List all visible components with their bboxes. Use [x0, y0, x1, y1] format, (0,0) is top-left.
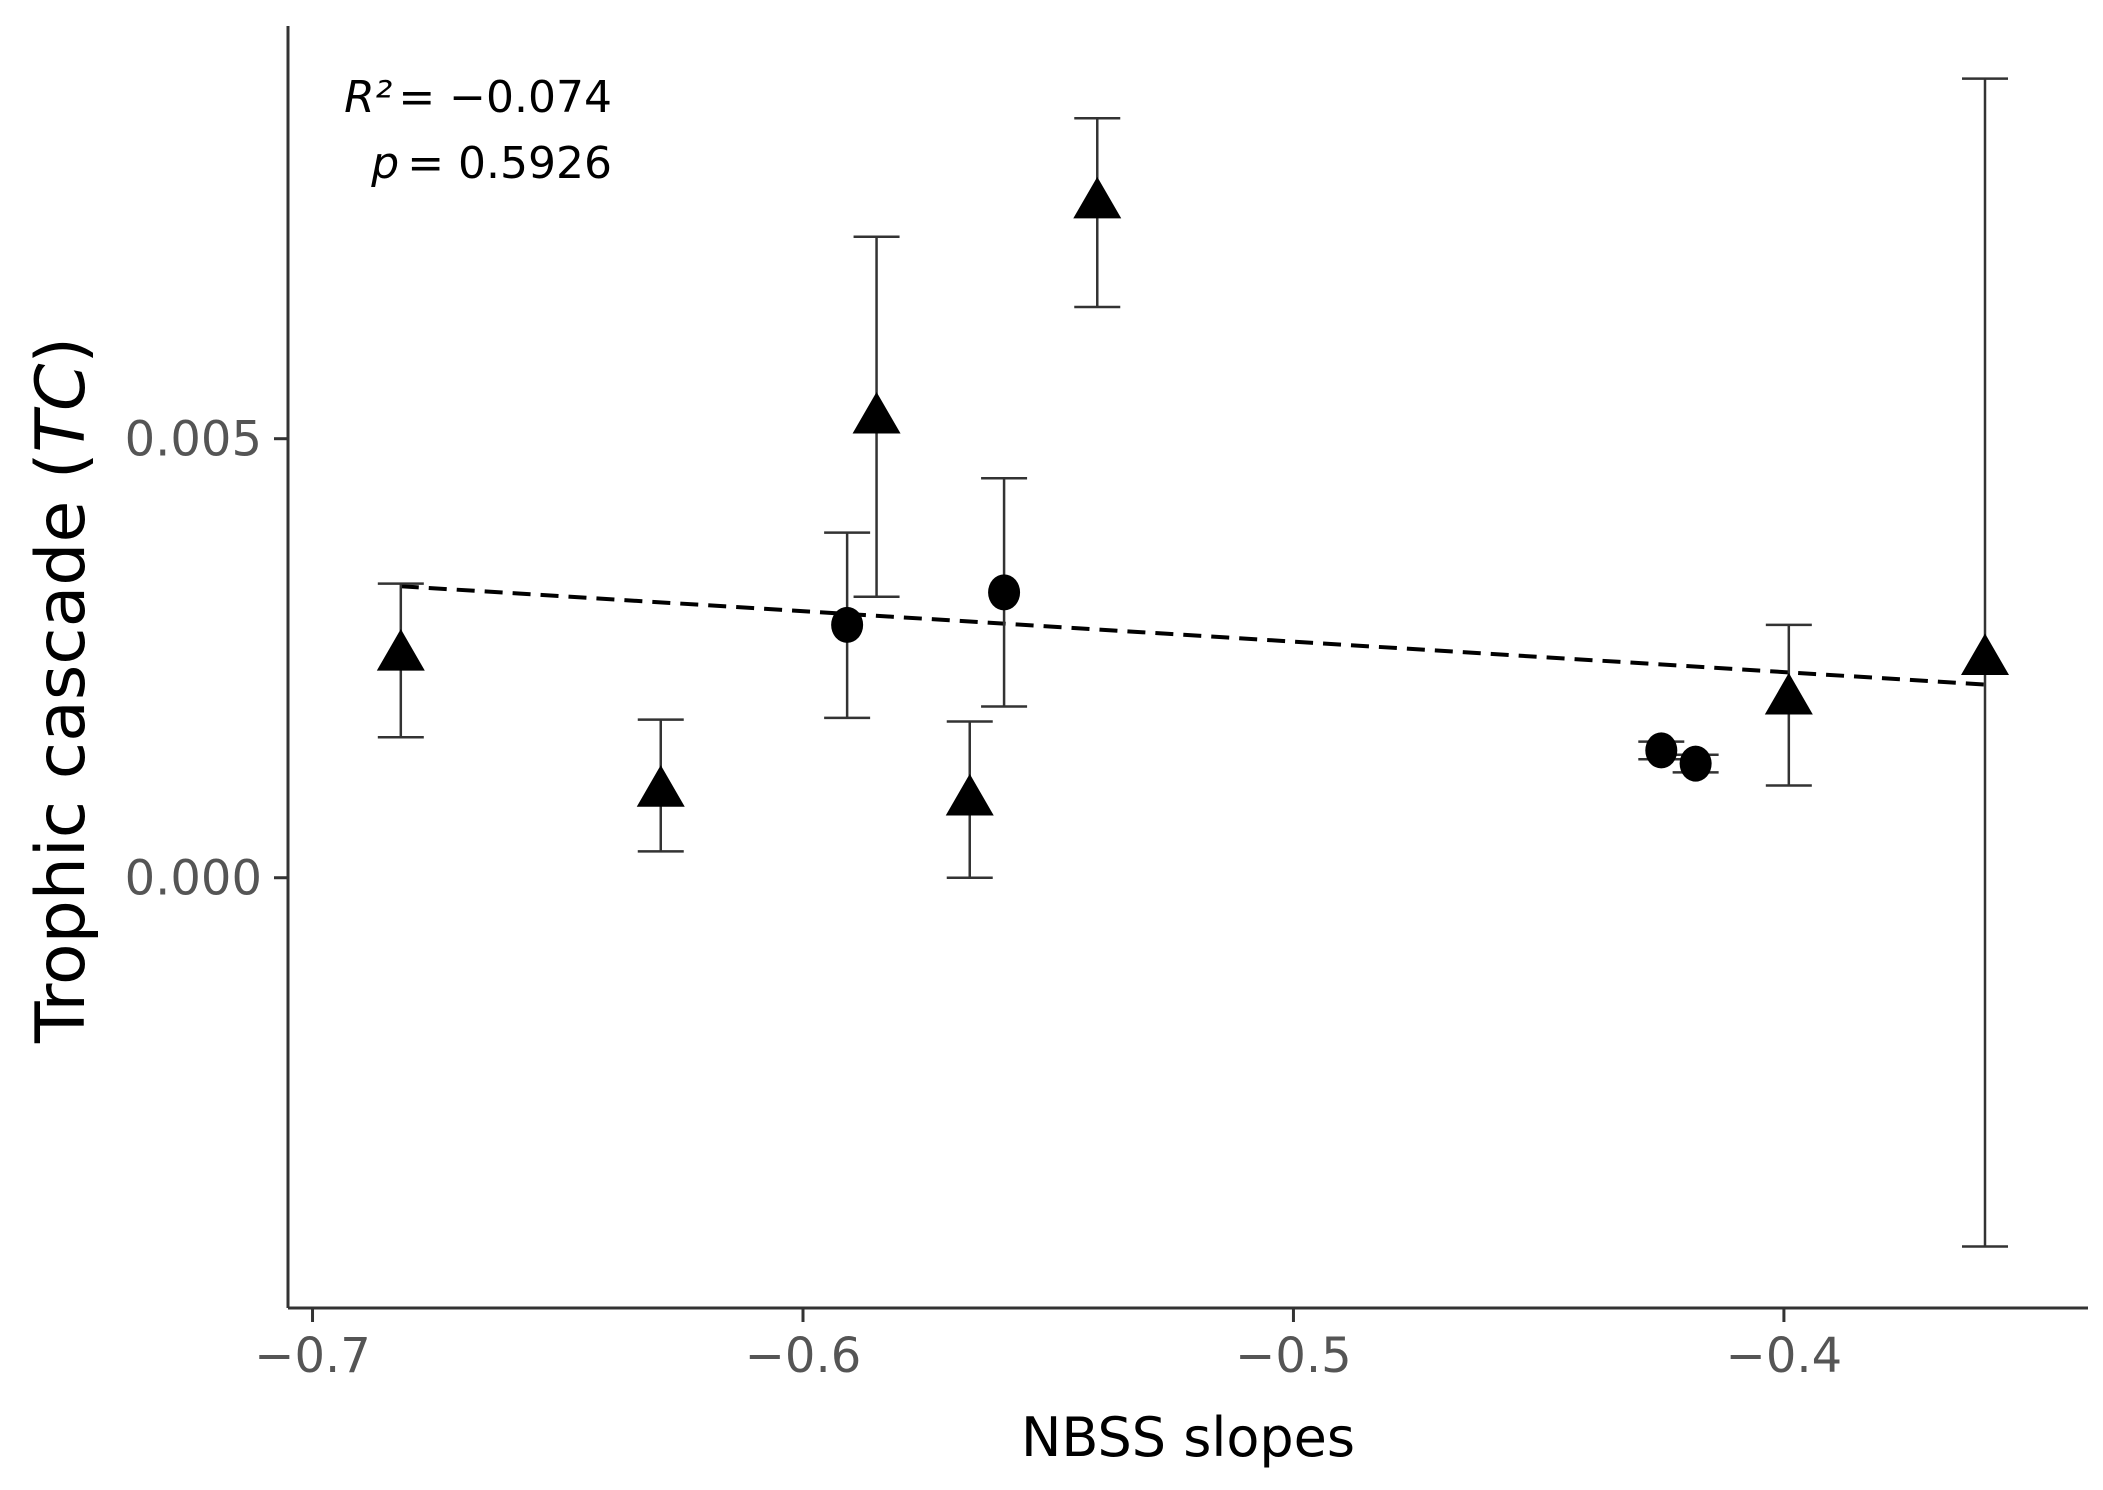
axes	[286, 26, 2088, 1310]
r-squared-value: = −0.074	[398, 72, 612, 123]
regression-line	[400, 584, 1986, 687]
x-axis-title: NBSS slopes	[1021, 1406, 1355, 1469]
x-tick-label: −0.6	[745, 1328, 862, 1384]
triangle-point	[945, 773, 994, 816]
x-tick-label: −0.5	[1235, 1328, 1352, 1384]
triangle-point	[1961, 633, 2010, 676]
r-squared-annotation: R² = −0.074	[344, 72, 612, 123]
triangle-point	[852, 391, 901, 434]
y-axis-title-main: Trophic cascade (	[22, 453, 101, 1044]
r-squared-symbol: R²	[344, 72, 392, 123]
triangle-point	[636, 765, 685, 807]
x-tick-label: −0.7	[254, 1328, 371, 1384]
error-bars	[377, 77, 2009, 1248]
y-tick-label: 0.000	[125, 851, 262, 907]
x-tick-label: −0.4	[1726, 1328, 1843, 1384]
fit-line-group	[400, 584, 1986, 687]
p-symbol: p	[370, 138, 399, 189]
triangle-point	[1764, 672, 1813, 715]
circle-point	[1679, 745, 1712, 782]
ticks: −0.7 −0.6 −0.5 −0.4 0.000 0.005	[125, 412, 1843, 1384]
circle-point	[1645, 732, 1678, 769]
circle-point	[831, 606, 864, 643]
triangle-point	[376, 629, 425, 671]
p-value-annotation: p = 0.5926	[370, 138, 612, 189]
y-axis-title-italic: TC	[22, 363, 101, 453]
p-value: = 0.5926	[407, 138, 612, 189]
y-tick-label: 0.005	[125, 412, 262, 468]
y-axis-title-close: )	[22, 337, 101, 364]
circle-point	[988, 574, 1021, 611]
data-points	[376, 176, 2010, 816]
triangle-point	[1073, 176, 1122, 219]
y-axis-title: Trophic cascade (TC)	[22, 337, 101, 1044]
